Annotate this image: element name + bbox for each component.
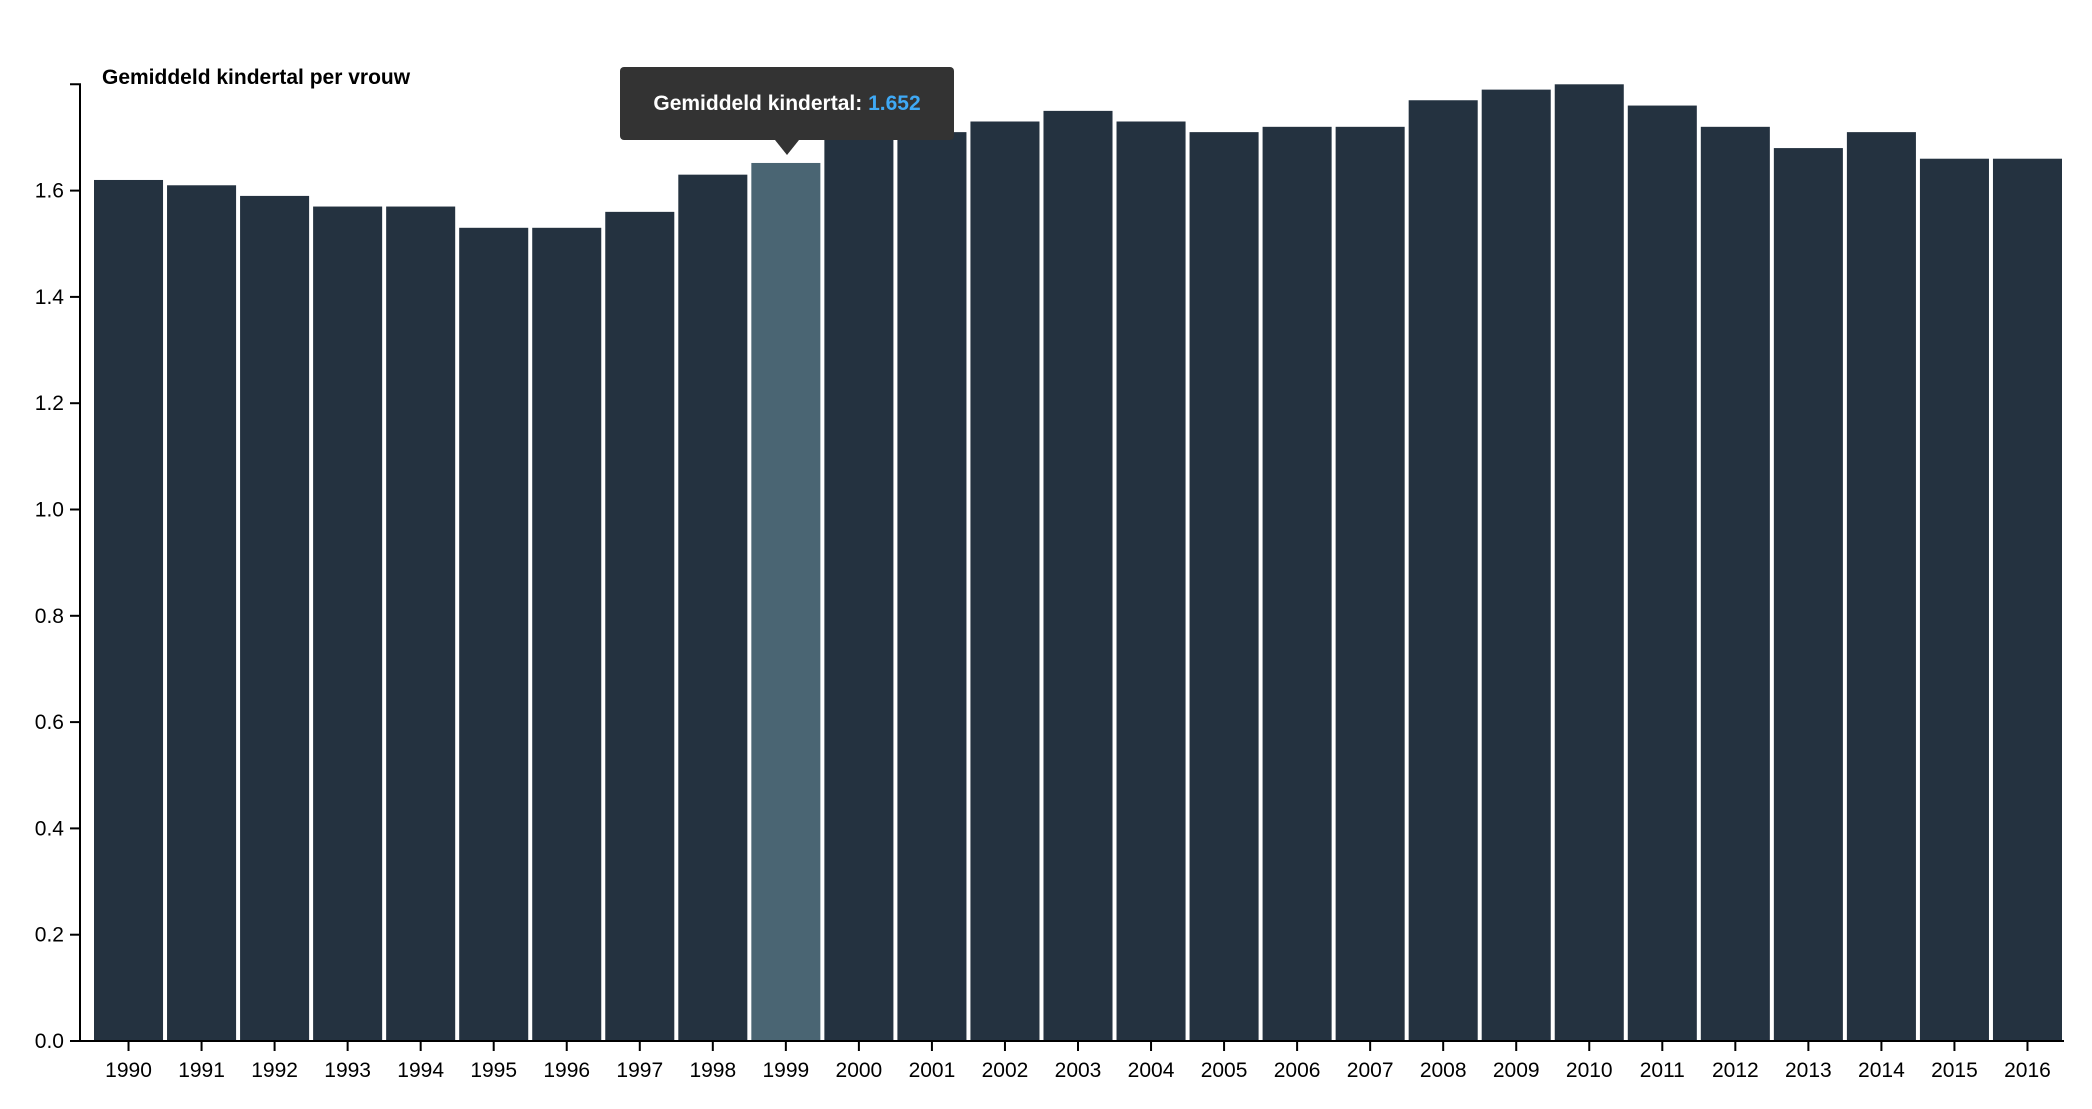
bar-2011[interactable] <box>1627 105 1697 1041</box>
x-tick-label-2014: 2014 <box>1858 1059 1905 1082</box>
x-tick-label-1998: 1998 <box>689 1059 736 1082</box>
bar-2013[interactable] <box>1773 148 1843 1041</box>
bar-1990[interactable] <box>94 179 164 1042</box>
x-tick-label-2001: 2001 <box>909 1059 956 1082</box>
x-tick-label-2003: 2003 <box>1055 1059 1102 1082</box>
bar-2015[interactable] <box>1919 158 1989 1041</box>
x-tick-label-1994: 1994 <box>397 1059 444 1082</box>
y-tick-label-1.4: 1.4 <box>35 286 65 309</box>
value-tooltip: Gemiddeld kindertal: 1.652 <box>620 67 954 140</box>
bar-2001[interactable] <box>897 132 967 1041</box>
bar-1998[interactable] <box>678 174 748 1041</box>
y-tick-label-0.8: 0.8 <box>35 605 64 628</box>
bar-2009[interactable] <box>1481 89 1551 1042</box>
x-tick-label-2000: 2000 <box>836 1059 883 1082</box>
x-tick-label-2009: 2009 <box>1493 1059 1540 1082</box>
bar-2002[interactable] <box>970 121 1040 1042</box>
x-tick-label-1990: 1990 <box>105 1059 152 1082</box>
bar-2007[interactable] <box>1335 126 1405 1041</box>
bar-2006[interactable] <box>1262 126 1332 1041</box>
x-tick-label-2015: 2015 <box>1931 1059 1978 1082</box>
bar-1993[interactable] <box>313 206 383 1042</box>
y-tick-label-1.2: 1.2 <box>35 392 64 415</box>
x-tick-label-2002: 2002 <box>982 1059 1029 1082</box>
bar-1994[interactable] <box>386 206 456 1042</box>
y-tick-label-1.6: 1.6 <box>35 180 64 203</box>
bar-1999[interactable] <box>751 162 821 1041</box>
bar-2016[interactable] <box>1992 158 2062 1041</box>
tooltip-pointer <box>775 140 799 155</box>
bar-1996[interactable] <box>532 227 602 1042</box>
y-axis: 0.0 0.2 0.4 0.6 0.8 1.0 1.2 1.4 1.6 <box>35 83 81 1053</box>
x-tick-label-1991: 1991 <box>178 1059 225 1082</box>
bar-2014[interactable] <box>1846 132 1916 1041</box>
x-tick-label-2016: 2016 <box>2004 1059 2051 1082</box>
bar-1992[interactable] <box>240 195 310 1041</box>
bar-2005[interactable] <box>1189 132 1259 1041</box>
y-tick-label-0.0: 0.0 <box>35 1030 64 1053</box>
x-tick-label-2011: 2011 <box>1640 1059 1685 1082</box>
x-tick-label-2010: 2010 <box>1566 1059 1613 1082</box>
bars-layer <box>94 84 2062 1042</box>
y-tick-label-1.0: 1.0 <box>35 499 64 522</box>
y-tick-label-0.4: 0.4 <box>35 817 65 840</box>
x-tick-label-1993: 1993 <box>324 1059 371 1082</box>
bar-2010[interactable] <box>1554 84 1624 1042</box>
bar-2000[interactable] <box>824 126 894 1041</box>
x-axis: 1990 1991 1992 1993 1994 1995 1996 1997 1998 1999… <box>80 1040 2064 1082</box>
x-tick-label-1995: 1995 <box>470 1059 517 1082</box>
bar-2012[interactable] <box>1700 126 1770 1041</box>
x-tick-label-1992: 1992 <box>251 1059 298 1082</box>
x-tick-label-2007: 2007 <box>1347 1059 1394 1082</box>
x-tick-label-2013: 2013 <box>1785 1059 1832 1082</box>
tooltip-label: Gemiddeld kindertal: <box>653 92 869 115</box>
x-tick-label-1996: 1996 <box>543 1059 590 1082</box>
bar-2004[interactable] <box>1116 121 1186 1042</box>
bar-1991[interactable] <box>167 185 237 1041</box>
x-tick-label-2012: 2012 <box>1712 1059 1759 1082</box>
x-tick-label-2005: 2005 <box>1201 1059 1248 1082</box>
bar-1997[interactable] <box>605 211 675 1042</box>
y-tick-label-0.2: 0.2 <box>35 924 64 947</box>
x-tick-label-2004: 2004 <box>1128 1059 1175 1082</box>
x-tick-label-1997: 1997 <box>616 1059 663 1082</box>
x-tick-label-2008: 2008 <box>1420 1059 1467 1082</box>
tooltip-value: 1.652 <box>868 92 921 115</box>
y-tick-label-0.6: 0.6 <box>35 711 64 734</box>
bar-2003[interactable] <box>1043 110 1113 1042</box>
x-tick-label-2006: 2006 <box>1274 1059 1321 1082</box>
x-tick-label-1999: 1999 <box>762 1059 809 1082</box>
y-axis-line <box>70 83 81 1042</box>
bar-1995[interactable] <box>459 227 529 1042</box>
chart-title: Gemiddeld kindertal per vrouw <box>102 66 411 89</box>
bar-2008[interactable] <box>1408 100 1478 1041</box>
